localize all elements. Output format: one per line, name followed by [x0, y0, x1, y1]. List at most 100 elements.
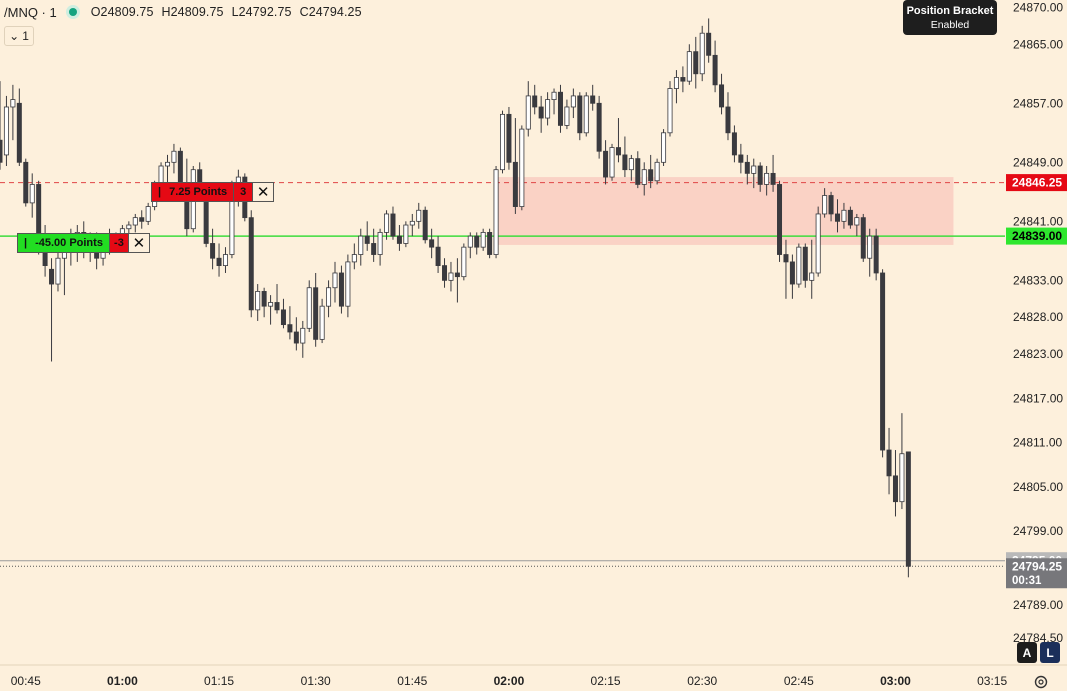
candle: [725, 92, 731, 141]
candle-body: [661, 132, 667, 163]
candle-body: [268, 302, 274, 307]
y-tick-label: 24805.00: [1013, 480, 1063, 494]
candle-body: [583, 95, 589, 134]
candle: [551, 88, 557, 115]
candle: [622, 136, 628, 178]
candle: [287, 306, 293, 340]
candle-body: [828, 195, 834, 215]
auto-scale-button[interactable]: A: [1017, 642, 1037, 663]
price-tag-stop: 24839.00: [1006, 227, 1067, 245]
candle-body: [551, 91, 557, 100]
candle-body: [29, 184, 35, 204]
gear-icon[interactable]: [1034, 675, 1048, 689]
indicator-collapse-button[interactable]: ⌄ 1: [4, 26, 34, 46]
y-tick-label: 24817.00: [1013, 391, 1063, 405]
candle-body: [55, 257, 61, 285]
candle: [248, 210, 254, 318]
candle-body: [860, 217, 866, 259]
candle-body: [835, 213, 841, 222]
x-tick-label: 01:15: [204, 674, 234, 688]
candle-body: [461, 246, 467, 278]
candle-body: [712, 54, 718, 86]
candle-body: [364, 235, 370, 244]
price-tag-bg: [1006, 558, 1067, 589]
candle: [577, 92, 583, 141]
candle-body: [577, 95, 583, 134]
candle: [210, 228, 216, 270]
candle-body: [139, 217, 145, 222]
candle-body: [487, 231, 493, 255]
candle: [403, 221, 409, 248]
candle: [164, 154, 170, 185]
take-profit-order-label[interactable]: | 7.25 Points 3 ✕: [151, 182, 275, 202]
candle: [358, 228, 364, 266]
log-scale-button[interactable]: L: [1040, 642, 1060, 663]
candle-body: [313, 287, 319, 340]
candle-body: [822, 195, 828, 215]
candle-body: [499, 113, 505, 171]
y-tick-label: 24823.00: [1013, 347, 1063, 361]
candle: [886, 427, 892, 495]
y-tick-label: 24849.00: [1013, 155, 1063, 169]
candle: [313, 272, 319, 347]
candle: [815, 206, 821, 277]
ohlc-close: C24794.25: [299, 5, 362, 19]
candle: [570, 88, 576, 119]
position-bracket-title: Position Bracket: [906, 4, 994, 17]
y-tick-label: 24828.00: [1013, 310, 1063, 324]
candle: [300, 320, 306, 358]
candle: [538, 95, 544, 133]
close-icon[interactable]: ✕: [127, 234, 149, 252]
candle: [789, 254, 795, 299]
candle-body: [409, 220, 415, 226]
candle-body: [519, 128, 525, 207]
candle: [506, 106, 512, 170]
candle: [744, 154, 750, 185]
candle-body: [892, 475, 898, 503]
candle: [654, 158, 660, 185]
candle-body: [622, 154, 628, 171]
candle: [854, 213, 860, 237]
candle: [416, 202, 422, 229]
candle-body: [448, 272, 454, 281]
y-tick-label: 24841.00: [1013, 214, 1063, 228]
candle: [442, 258, 448, 288]
candle-body: [280, 309, 286, 326]
stop-loss-order-label[interactable]: | -45.00 Points -3 ✕: [17, 233, 150, 253]
candle-body: [886, 449, 892, 477]
candle-body: [145, 206, 151, 222]
candle: [603, 140, 609, 185]
candle: [23, 158, 29, 207]
candle: [661, 129, 667, 166]
x-tick-label: 01:00: [107, 674, 138, 688]
candle-body: [783, 254, 789, 263]
candle-body: [648, 169, 654, 182]
x-tick-label: 02:15: [591, 674, 621, 688]
candle: [377, 228, 383, 266]
candle: [667, 81, 673, 137]
take-profit-points: 7.25 Points: [169, 186, 228, 198]
candle: [255, 284, 261, 321]
candle-body: [390, 213, 396, 237]
candle: [609, 143, 615, 181]
candle-body: [725, 106, 731, 134]
position-bracket-badge[interactable]: Position Bracket Enabled: [903, 0, 997, 35]
price-tag-bg: [1006, 227, 1067, 245]
candle: [828, 191, 834, 222]
candle: [673, 70, 679, 104]
candle: [615, 118, 621, 163]
candle-body: [467, 235, 473, 248]
symbol-label[interactable]: /MNQ · 1: [4, 4, 57, 20]
candle: [590, 84, 596, 111]
candle-body: [506, 113, 512, 163]
candle-body: [867, 235, 873, 259]
candle-body: [789, 261, 795, 285]
candle-body: [332, 272, 338, 289]
candles-layer: [0, 18, 911, 578]
candle-body: [416, 209, 422, 222]
candle: [757, 162, 763, 192]
close-icon[interactable]: ✕: [252, 183, 274, 201]
candle: [764, 166, 770, 196]
candle-body: [261, 291, 267, 307]
